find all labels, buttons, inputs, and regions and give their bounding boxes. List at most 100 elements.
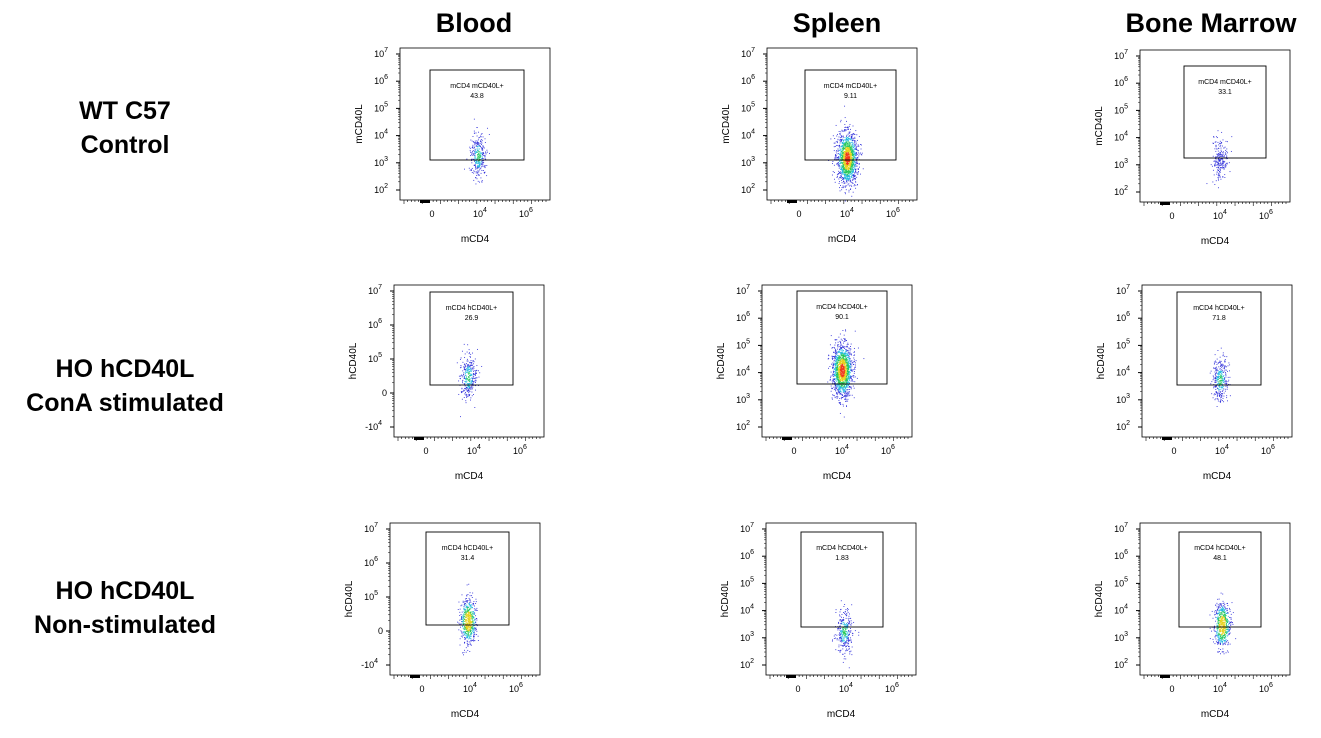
- y-tick-label: 106: [1114, 76, 1128, 88]
- x-tick-label: 106: [1261, 444, 1275, 456]
- flow-plot-svg: -104 0 105 106 107 hCD40L 0 104 106 mCD4 mCD4 hCD4…: [348, 284, 545, 482]
- gate-percentage: 71.8: [1212, 315, 1226, 322]
- x-tick-label: 104: [840, 207, 854, 219]
- y-axis-label: hCD40L: [720, 580, 731, 617]
- x-tick-label: 104: [467, 444, 481, 456]
- y-tick-label: 104: [736, 366, 750, 378]
- y-tick-label: 107: [736, 284, 750, 296]
- x-tick-label: 106: [509, 682, 523, 694]
- x-axis-label: mCD4: [451, 709, 480, 720]
- gate-name: mCD4 hCD40L+: [1193, 305, 1245, 312]
- flow-plot-hcd40l-r1c1: 102 103 104 105 106 107 hCD40L 0 104 106 mCD4 mCD4 …: [692, 273, 932, 495]
- y-tick-label: 104: [1114, 604, 1128, 616]
- gate-name: mCD4 hCD40L+: [816, 304, 868, 311]
- x-axis-label: mCD4: [1203, 471, 1232, 482]
- flow-plot-mcd40l-r0c1: 102 103 104 105 106 107 mCD40L 0 104 106 mCD4 mCD4 …: [697, 36, 937, 258]
- x-tick-label: 0: [423, 446, 428, 456]
- gate-name: mCD4 mCD40L+: [450, 83, 504, 90]
- y-tick-label: 107: [741, 47, 755, 59]
- gate-name: mCD4 mCD40L+: [824, 83, 878, 90]
- y-tick-label: 103: [374, 156, 388, 168]
- x-tick-label: 104: [839, 682, 853, 694]
- y-axis-label: mCD40L: [354, 104, 365, 144]
- plot-frame: [765, 522, 917, 676]
- gate-rectangle: [1176, 291, 1262, 386]
- gate-percentage: 26.9: [465, 315, 479, 322]
- row-label-cona-stimulated: HO hCD40L ConA stimulated: [26, 355, 224, 417]
- flow-plot-svg: 102 103 104 105 106 107 hCD40L 0 104 106 mCD4 mCD4 …: [1094, 522, 1291, 720]
- flow-plot-svg: 102 103 104 105 106 107 mCD40L 0 104 106 mCD4 mCD4 …: [721, 47, 918, 245]
- cell-population: [828, 105, 864, 202]
- x-tick-label: 0: [796, 209, 801, 219]
- y-tick-label: 106: [1114, 549, 1128, 561]
- y-tick-label: 105: [364, 590, 378, 602]
- plot-frame: [766, 47, 918, 201]
- flow-plot-svg: 102 103 104 105 106 107 hCD40L 0 104 106 mCD4 mCD4 …: [720, 522, 917, 720]
- plot-frame: [1139, 49, 1291, 203]
- y-tick-label: 102: [1114, 185, 1128, 197]
- flow-plot-hcd40l-r2c1: 102 103 104 105 106 107 hCD40L 0 104 106 mCD4 mCD4 …: [696, 511, 936, 733]
- gate-rectangle: [1183, 65, 1267, 159]
- y-tick-label: 104: [741, 129, 755, 141]
- plot-frame: [393, 284, 545, 438]
- x-axis-label: mCD4: [827, 709, 856, 720]
- y-tick-label: 107: [1116, 284, 1130, 296]
- gate-percentage: 31.4: [461, 555, 475, 562]
- gate-rectangle: [804, 69, 897, 161]
- x-tick-label: 106: [881, 444, 895, 456]
- y-tick-label: 106: [740, 549, 754, 561]
- y-tick-label: 105: [368, 352, 382, 364]
- plot-frame: [399, 47, 551, 201]
- gate-rectangle: [796, 290, 888, 385]
- y-tick-label: 107: [1114, 522, 1128, 534]
- gate-rectangle: [425, 531, 510, 626]
- y-tick-label: 103: [1114, 631, 1128, 643]
- x-tick-label: 104: [473, 207, 487, 219]
- y-tick-label: 106: [741, 74, 755, 86]
- column-header-bone-marrow: Bone Marrow: [1125, 8, 1297, 38]
- plot-frame: [1139, 522, 1291, 676]
- y-tick-label: 106: [368, 318, 382, 330]
- gate-name: mCD4 hCD40L+: [446, 305, 498, 312]
- flow-plot-hcd40l-r1c2: 102 103 104 105 106 107 hCD40L 0 104 106 mCD4 mCD4 …: [1072, 273, 1312, 495]
- y-tick-label: 105: [1116, 338, 1130, 350]
- y-tick-label: 104: [1114, 131, 1128, 143]
- gate-percentage: 9.11: [844, 93, 857, 100]
- y-tick-label: 105: [1114, 103, 1128, 115]
- x-tick-label: 104: [835, 444, 849, 456]
- column-header-blood: Blood: [435, 8, 513, 38]
- y-tick-label: 107: [364, 522, 378, 534]
- flow-plot-svg: 102 103 104 105 106 107 hCD40L 0 104 106 mCD4 mCD4 …: [716, 284, 913, 482]
- flow-plot-svg: -104 0 105 106 107 hCD40L 0 104 106 mCD4 mCD4 hCD4…: [344, 522, 541, 720]
- cell-population: [1209, 592, 1237, 655]
- flow-plot-svg: 102 103 104 105 106 107 mCD40L 0 104 106 mCD4 mCD4 …: [354, 47, 551, 245]
- y-tick-label: 106: [736, 311, 750, 323]
- y-axis-label: hCD40L: [716, 342, 727, 379]
- x-tick-label: 0: [795, 684, 800, 694]
- y-tick-label: 106: [374, 74, 388, 86]
- cell-population: [831, 600, 860, 669]
- flow-plot-mcd40l-r0c0: 102 103 104 105 106 107 mCD40L 0 104 106 mCD4 mCD4 …: [330, 36, 570, 258]
- gate-percentage: 1.83: [835, 555, 849, 562]
- gate-rectangle: [429, 69, 525, 161]
- flow-plot-mcd40l-r0c2: 102 103 104 105 106 107 mCD40L 0 104 106 mCD4 mCD4 …: [1070, 38, 1310, 260]
- cell-population: [1209, 347, 1231, 407]
- flow-plot-hcd40l-r1c0: -104 0 105 106 107 hCD40L 0 104 106 mCD4 mCD4 hCD4…: [324, 273, 564, 495]
- x-tick-label: 0: [1169, 684, 1174, 694]
- gate-name: mCD4 hCD40L+: [816, 545, 868, 552]
- cell-population: [464, 118, 490, 185]
- x-tick-label: 106: [513, 444, 527, 456]
- row-label-wt-control: WT C57 Control: [79, 97, 171, 159]
- cell-population: [457, 583, 479, 656]
- cell-population: [827, 329, 865, 418]
- y-tick-label: 0: [378, 626, 383, 636]
- x-tick-label: 106: [885, 682, 899, 694]
- x-tick-label: 0: [1169, 211, 1174, 221]
- y-tick-label: 103: [1114, 158, 1128, 170]
- y-axis-label: mCD40L: [721, 104, 732, 144]
- y-tick-label: 107: [1114, 49, 1128, 61]
- y-tick-label: 105: [736, 338, 750, 350]
- y-tick-label: 103: [1116, 393, 1130, 405]
- gate-rectangle: [1178, 531, 1262, 628]
- x-axis-label: mCD4: [1201, 236, 1230, 247]
